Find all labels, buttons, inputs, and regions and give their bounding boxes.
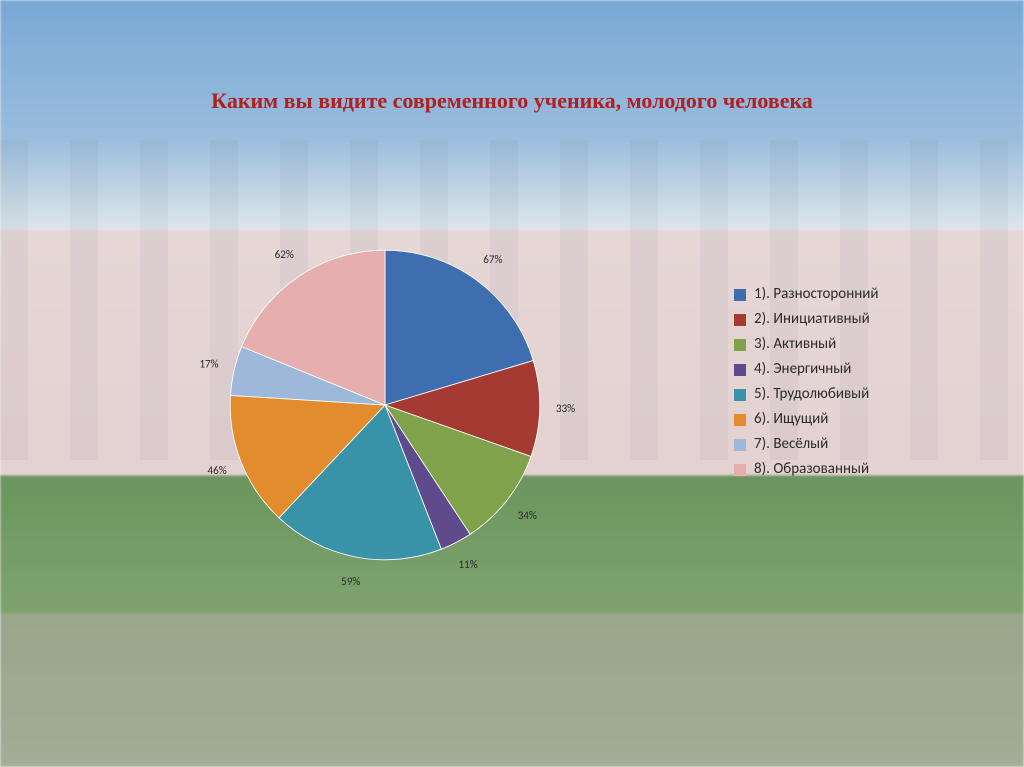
pie-slice-label: 46% (207, 464, 226, 478)
pie-slice-label: 33% (556, 402, 575, 416)
legend-label: 7). Весёлый (754, 434, 828, 455)
legend-swatch (734, 314, 746, 326)
legend-swatch (734, 364, 746, 376)
pie-slice-label: 11% (458, 558, 477, 572)
legend-label: 2). Инициативный (754, 309, 870, 330)
legend-swatch (734, 339, 746, 351)
legend-item: 2). Инициативный (734, 309, 964, 330)
legend-swatch (734, 464, 746, 476)
legend-label: 1). Разносторонний (754, 284, 878, 305)
legend-swatch (734, 439, 746, 451)
legend-item: 3). Активный (734, 334, 964, 355)
legend-item: 1). Разносторонний (734, 284, 964, 305)
legend-item: 4). Энергичный (734, 359, 964, 380)
legend-item: 7). Весёлый (734, 434, 964, 455)
pie-slice-label: 59% (341, 575, 360, 589)
legend-label: 4). Энергичный (754, 359, 851, 380)
legend-label: 5). Трудолюбивый (754, 384, 869, 405)
legend-swatch (734, 289, 746, 301)
pie-svg: 67% 33% 34% 11% 59% 46% 17% 62% (170, 190, 600, 620)
legend-swatch (734, 414, 746, 426)
legend-label: 8). Образованный (754, 459, 869, 480)
pie-slice-label: 34% (518, 509, 537, 523)
legend-item: 6). Ищущий (734, 409, 964, 430)
legend-item: 5). Трудолюбивый (734, 384, 964, 405)
legend-label: 3). Активный (754, 334, 836, 355)
pie-chart: 67% 33% 34% 11% 59% 46% 17% 62% (170, 190, 600, 620)
slide-title: Каким вы видите современного ученика, мо… (0, 88, 1024, 114)
legend-swatch (734, 389, 746, 401)
legend-item: 8). Образованный (734, 459, 964, 480)
legend-label: 6). Ищущий (754, 409, 828, 430)
pie-slice-label: 62% (275, 248, 294, 262)
legend: 1). Разносторонний 2). Инициативный 3). Ак… (734, 280, 964, 484)
slide: Каким вы видите современного ученика, мо… (0, 0, 1024, 767)
pie-slice-label: 17% (199, 358, 218, 372)
pie-slice-label: 67% (483, 253, 502, 267)
